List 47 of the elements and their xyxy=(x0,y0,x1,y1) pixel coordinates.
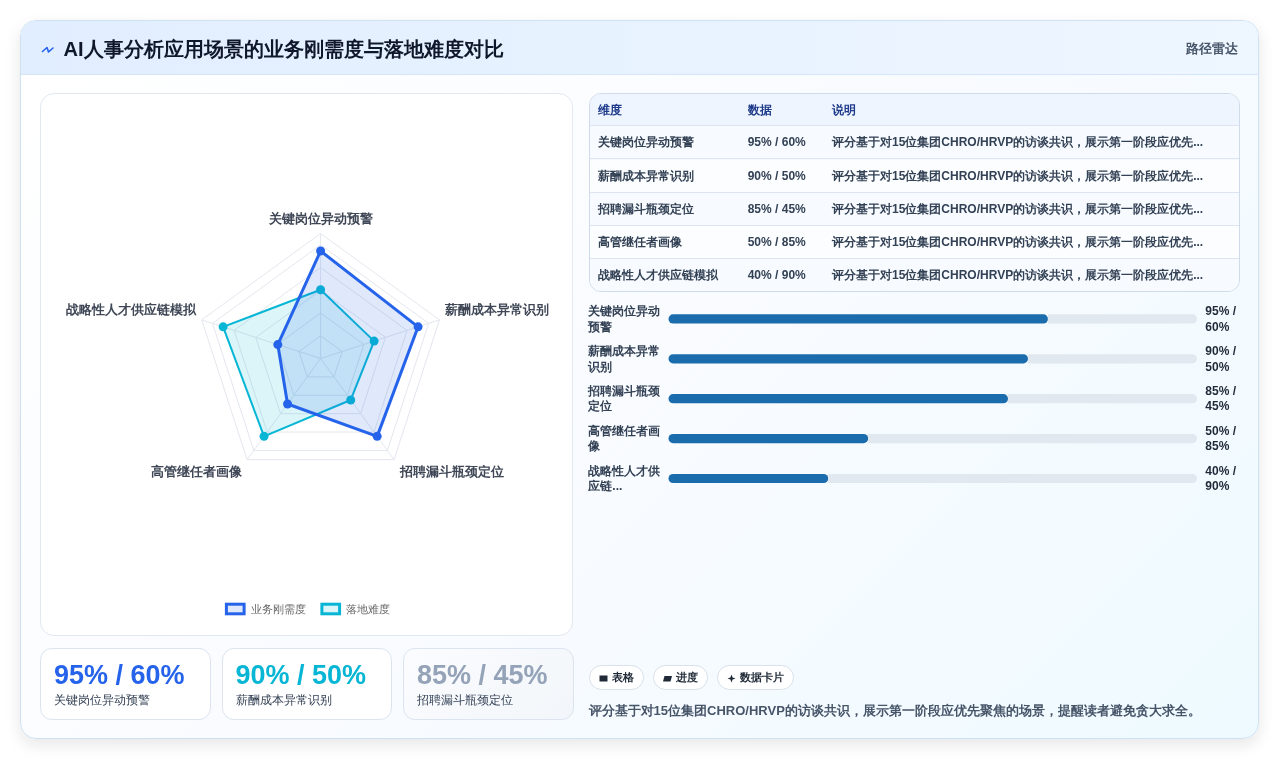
legend-label: 落地难度 xyxy=(346,603,391,615)
data-label: 85% / 45% xyxy=(1205,384,1237,414)
text: 战略性人才供应链模拟 xyxy=(598,266,719,284)
text: 关键岗位异动预警 xyxy=(598,134,695,152)
spoke-label: 招聘漏斗瓶颈定位 xyxy=(398,463,504,479)
spoke-label: 关键岗位异动预警 xyxy=(267,211,373,226)
text: 路径雷达 xyxy=(1185,40,1239,56)
text: 进度 xyxy=(675,670,698,686)
spoke-label: 薪酬成本异常识别 xyxy=(444,302,549,317)
text: AI人事分析应用场景的业务刚需度与落地难度对比 xyxy=(63,38,504,61)
text: 评分基于对15位集团CHRO/HRVP的访谈共识，展示第一阶段应优先... xyxy=(832,200,1204,218)
y-tick-label: 招聘漏斗瓶颈定位 xyxy=(587,384,662,414)
text: 薪酬成本异常识别 xyxy=(598,167,695,185)
text: 90% / 50% xyxy=(235,659,367,692)
text: 评分基于对15位集团CHRO/HRVP的访谈共识，展示第一阶段应优先... xyxy=(832,233,1204,251)
text: 维度 xyxy=(598,102,623,119)
text: 评分基于对15位集团CHRO/HRVP的访谈共识，展示第一阶段应优先... xyxy=(832,134,1204,152)
text: 关键岗位异动预警 xyxy=(54,692,150,708)
spoke-label: 高管继任者画像 xyxy=(150,463,243,479)
y-tick-label: 高管继任者画像 xyxy=(587,423,661,454)
text: 评分基于对15位集团CHRO/HRVP的访谈共识，展示第一阶段应优先... xyxy=(832,266,1204,284)
text: 40% / 90% xyxy=(747,266,806,284)
y-tick-label: 战略性人才供应链... xyxy=(587,463,661,494)
text: 薪酬成本异常识别 xyxy=(235,692,332,708)
text: 说明 xyxy=(832,102,856,119)
text: 招聘漏斗瓶颈定位 xyxy=(417,692,513,708)
text: 评分基于对15位集团CHRO/HRVP的访谈共识，展示第一阶段应优先聚焦的场景，提醒读者避免贪大求全。 xyxy=(588,702,1201,719)
y-tick-label: 关键岗位异动预警 xyxy=(587,304,661,334)
text: 50% / 85% xyxy=(747,233,806,251)
legend-label: 业务刚需度 xyxy=(250,603,306,615)
text: 表格 xyxy=(611,670,634,686)
text: 95% / 60% xyxy=(747,134,806,152)
data-label: 50% / 85% xyxy=(1205,423,1237,454)
text: 评分基于对15位集团CHRO/HRVP的访谈共识，展示第一阶段应优先... xyxy=(832,167,1204,185)
y-tick-label: 薪酬成本异常识别 xyxy=(587,344,661,374)
text: 招聘漏斗瓶颈定位 xyxy=(598,200,695,218)
text: 90% / 50% xyxy=(747,167,806,185)
text: 85% / 45% xyxy=(747,200,806,218)
data-label: 40% / 90% xyxy=(1205,463,1237,494)
text: 数据卡片 xyxy=(739,670,784,686)
text: 95% / 60% xyxy=(54,659,185,692)
data-label: 95% / 60% xyxy=(1205,304,1237,334)
data-label: 90% / 50% xyxy=(1205,344,1237,374)
text: 数据 xyxy=(747,102,772,119)
text: 高管继任者画像 xyxy=(598,233,683,251)
spoke-label: 战略性人才供应链模拟 xyxy=(66,302,198,317)
text: 85% / 45% xyxy=(417,659,548,692)
